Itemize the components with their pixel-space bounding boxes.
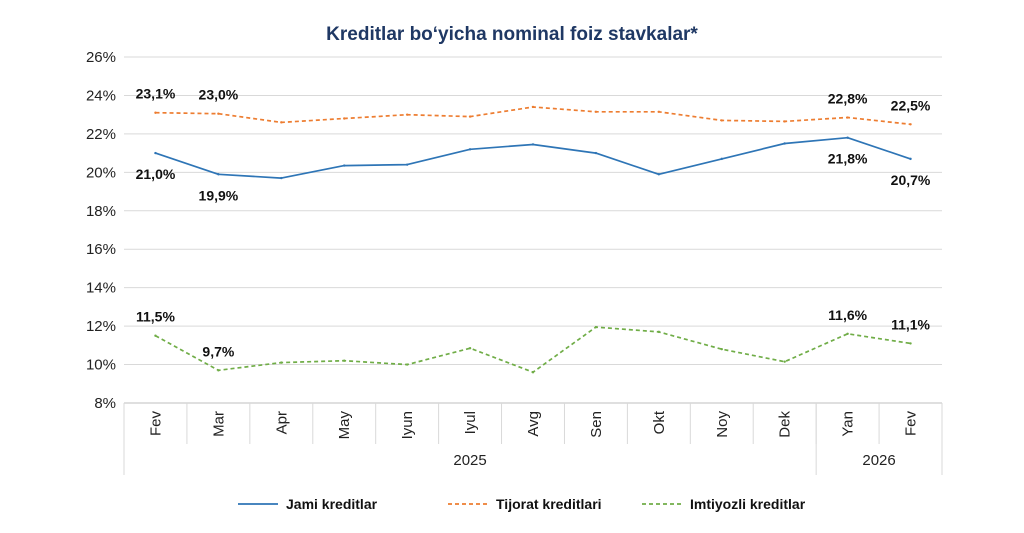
data-point [531,143,535,146]
y-tick-label: 16% [86,241,116,258]
data-point [846,136,849,139]
data-point [657,173,661,176]
data-label: 20,7% [891,172,931,188]
x-tick-label: Okt [651,410,668,434]
data-label: 21,0% [136,166,176,182]
data-point [720,119,723,122]
data-point [657,330,661,334]
data-label: 11,1% [891,316,930,332]
y-tick-label: 22% [86,126,116,143]
x-tick-label: Fev [903,411,920,437]
data-point [594,110,598,113]
data-point [343,359,346,362]
series-line-3 [155,326,911,374]
data-point [531,371,535,374]
data-point [468,115,472,118]
x-tick-label: Iyun [399,411,416,439]
data-point [720,157,723,161]
data-point [531,105,535,109]
legend: Jami kreditlar Tijorat kreditlari Imtiyozl… [238,496,806,512]
data-point [217,369,220,372]
y-tick-label: 20% [86,164,116,181]
data-point [405,363,409,366]
data-point [846,116,849,119]
data-point [405,113,409,116]
x-axis: 2025 2026 Fev Mar Apr May Iyun Iyul Avg Sen Okt Noy… [123,402,943,475]
data-point [217,173,220,176]
y-tick-label: 18% [86,203,116,220]
x-tick-label: May [336,411,353,440]
year-label: 2026 [862,452,895,469]
x-tick-label: Apr [273,411,290,434]
data-point [280,176,283,180]
series-lines [154,105,912,374]
data-label: 11,5% [136,309,175,325]
legend-label: Imtiyozli kreditlar [690,496,806,512]
data-point [343,117,346,120]
data-point [280,121,283,124]
data-point [154,151,157,155]
data-point [846,332,849,335]
x-tick-label: Mar [210,411,227,437]
data-label: 11,6% [828,307,867,323]
chart-title: Kreditlar bo‘yicha nominal foiz stavkala… [326,24,698,45]
data-point [657,110,661,113]
data-point [783,120,786,123]
x-tick-label: Sen [588,411,605,438]
data-label: 22,5% [891,97,931,113]
y-tick-label: 14% [86,280,116,297]
data-point [343,164,346,167]
year-label: 2025 [453,452,486,469]
data-point [594,325,598,329]
data-labels: 21,0% 19,9% 21,8% 20,7% 23,1% 23,0% 22,8% 22,5%… [136,86,931,360]
data-label: 22,8% [828,91,868,107]
data-point [909,342,912,345]
data-label: 19,9% [199,187,239,203]
data-point [720,347,723,351]
x-tick-label: Avg [525,411,542,437]
x-tick-label: Noy [714,411,731,438]
x-tick-label: Yan [840,411,857,437]
x-tick-label: Iyul [462,411,479,434]
data-label: 23,1% [136,86,176,102]
data-point [280,361,283,364]
y-tick-label: 26% [86,49,116,66]
data-point [154,111,157,114]
y-tick-label: 8% [94,395,116,412]
series-line-2 [155,106,911,126]
y-axis: 8% 10% 12% 14% 16% 18% 20% 22% 24% 26% [86,49,116,412]
x-tick-label: Dek [777,411,794,438]
gridlines [124,56,942,404]
data-point [154,334,157,337]
data-point [468,148,472,151]
data-point [405,163,409,166]
data-point [217,112,220,115]
legend-label: Jami kreditlar [286,496,378,512]
data-point [783,142,786,145]
data-point [909,157,912,161]
data-point [909,123,912,126]
y-tick-label: 12% [86,318,116,335]
x-tick-label: Fev [147,411,164,437]
data-label: 21,8% [828,151,868,167]
y-tick-label: 10% [86,357,116,374]
data-label: 23,0% [199,87,239,103]
data-point [783,360,786,363]
legend-label: Tijorat kreditlari [496,496,602,512]
data-label: 9,7% [202,343,234,359]
y-tick-label: 24% [86,87,116,104]
data-point [468,347,472,350]
data-point [594,151,598,155]
